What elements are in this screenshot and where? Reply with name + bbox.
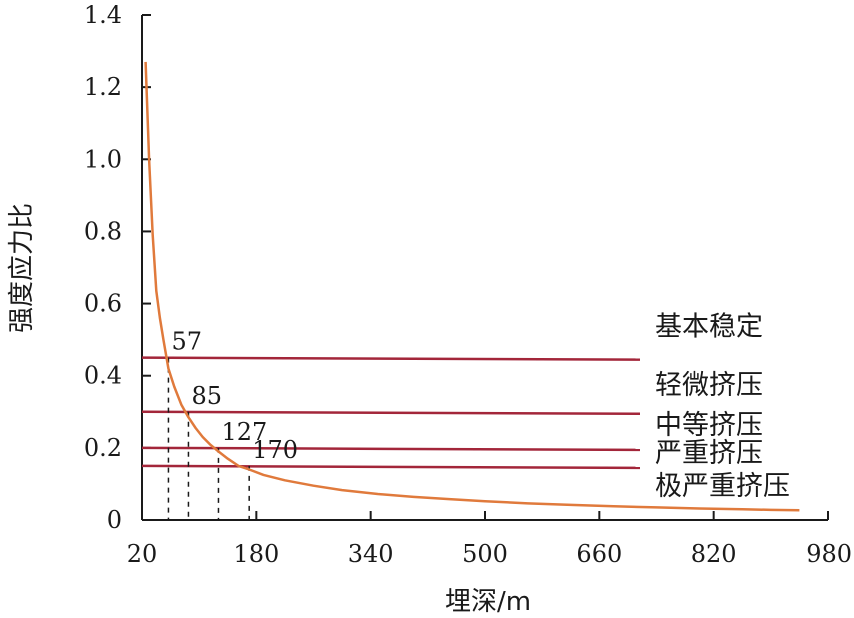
threshold-line xyxy=(141,464,641,470)
series-line xyxy=(144,61,800,512)
zone-label: 中等挤压 xyxy=(655,410,763,441)
depth-annotation: 170 xyxy=(252,436,298,464)
y-tick-label: 1.2 xyxy=(84,73,122,101)
x-tick-label: 820 xyxy=(691,540,737,568)
zone-label: 极严重挤压 xyxy=(655,471,790,502)
depth-annotation: 57 xyxy=(171,328,202,356)
x-tick-label: 660 xyxy=(576,540,622,568)
y-tick-label: 0.6 xyxy=(84,290,122,318)
depth-marker-lines xyxy=(167,357,250,520)
x-tick-label: 20 xyxy=(127,540,158,568)
zone-label: 严重挤压 xyxy=(655,438,763,469)
x-axis-title: 埋深/m xyxy=(445,587,531,617)
threshold-line xyxy=(141,410,641,416)
y-axis-title: 强度应力比 xyxy=(7,203,37,333)
y-tick-label: 1.0 xyxy=(84,145,122,173)
curve-layer xyxy=(144,61,800,512)
x-tick-label: 340 xyxy=(348,540,394,568)
zone-label: 基本稳定 xyxy=(655,312,763,343)
y-tick-label: 0.8 xyxy=(84,217,122,245)
threshold-line xyxy=(141,446,641,452)
y-tick-label: 0.2 xyxy=(84,434,122,462)
y-tick-label: 0.4 xyxy=(84,362,122,390)
depth-annotation: 127 xyxy=(221,418,267,446)
zone-label: 轻微挤压 xyxy=(655,370,763,401)
x-tick-label: 980 xyxy=(806,540,852,568)
x-tick-label: 500 xyxy=(462,540,508,568)
axis-ticks: 0 0.2 0.4 0.6 0.8 1.0 1.2 1.4 20 180 340 500 660 820 9… xyxy=(84,1,852,568)
x-tick-label: 180 xyxy=(233,540,279,568)
depth-annotation: 85 xyxy=(191,382,222,410)
y-tick-label: 1.4 xyxy=(84,1,122,29)
y-tick-label: 0 xyxy=(107,506,122,534)
threshold-line xyxy=(141,356,641,361)
